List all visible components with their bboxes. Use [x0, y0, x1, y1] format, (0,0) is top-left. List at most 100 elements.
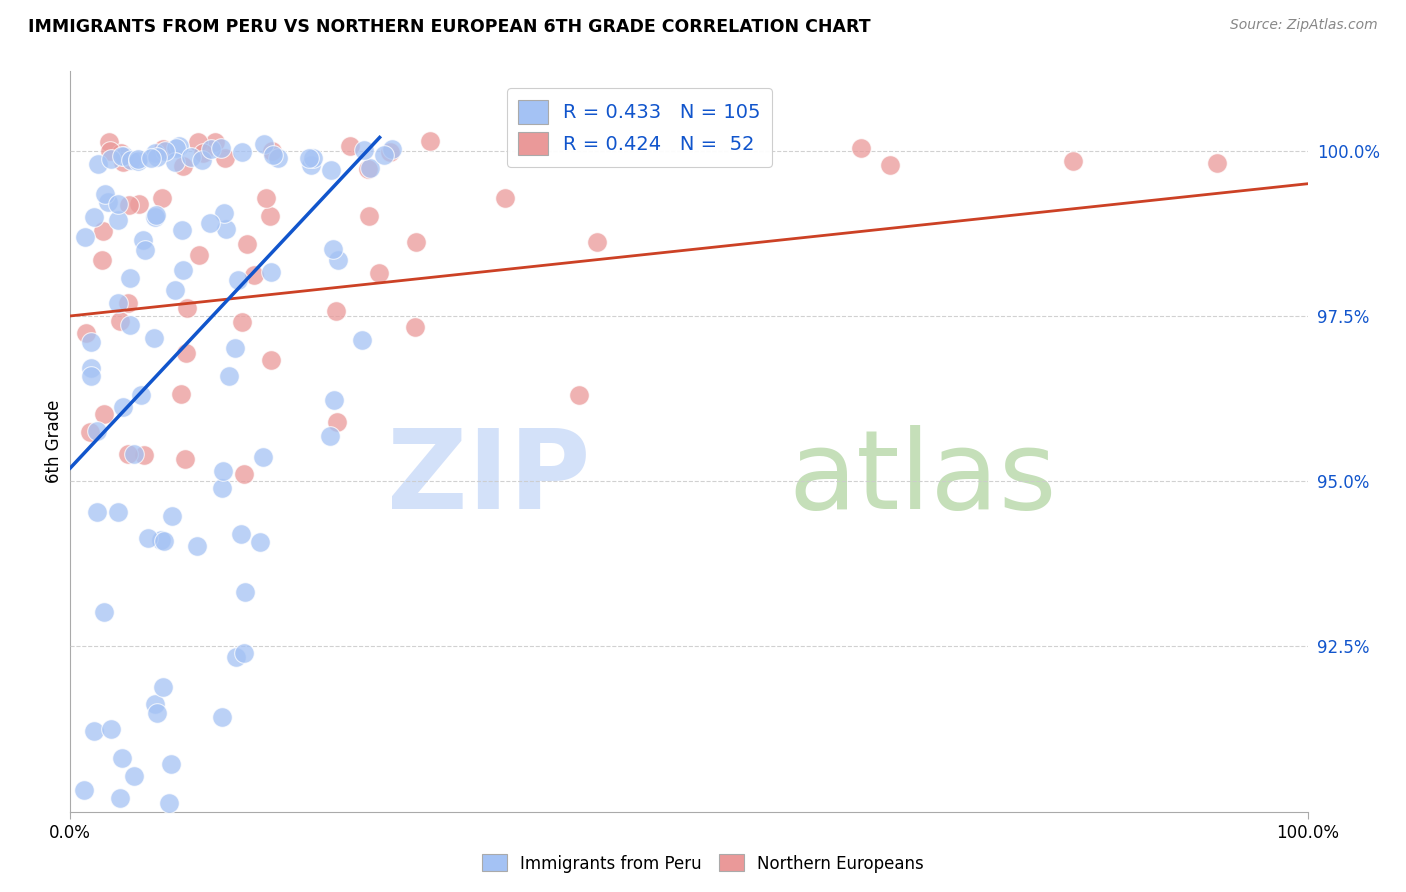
- Point: [111, 149, 134, 163]
- Point: [87, 157, 110, 171]
- Point: [259, 353, 281, 368]
- Point: [267, 151, 290, 165]
- Point: [120, 153, 142, 167]
- Point: [233, 585, 256, 599]
- Point: [172, 263, 194, 277]
- Point: [83, 723, 105, 738]
- Point: [225, 649, 247, 664]
- Point: [224, 341, 246, 355]
- Point: [252, 450, 274, 464]
- Point: [204, 135, 226, 149]
- Text: Source: ZipAtlas.com: Source: ZipAtlas.com: [1230, 18, 1378, 32]
- Point: [153, 533, 176, 548]
- Point: [249, 535, 271, 549]
- Point: [325, 304, 347, 318]
- Point: [260, 265, 283, 279]
- Point: [160, 757, 183, 772]
- Point: [373, 148, 395, 162]
- Point: [112, 149, 135, 163]
- Point: [356, 162, 378, 177]
- Point: [359, 210, 381, 224]
- Point: [214, 151, 236, 165]
- Point: [86, 424, 108, 438]
- Point: [339, 139, 361, 153]
- Point: [404, 320, 426, 334]
- Point: [107, 296, 129, 310]
- Point: [419, 134, 441, 148]
- Point: [107, 213, 129, 227]
- Point: [117, 295, 139, 310]
- Point: [97, 195, 120, 210]
- Point: [163, 283, 186, 297]
- Point: [215, 221, 238, 235]
- Point: [93, 407, 115, 421]
- Point: [228, 272, 250, 286]
- Point: [132, 233, 155, 247]
- Point: [187, 135, 209, 149]
- Point: [100, 723, 122, 737]
- Point: [112, 155, 135, 169]
- Point: [193, 145, 215, 160]
- Point: [134, 243, 156, 257]
- Point: [143, 698, 166, 712]
- Point: [322, 392, 344, 407]
- Point: [160, 508, 183, 523]
- Point: [165, 155, 187, 169]
- Point: [152, 142, 174, 156]
- Point: [170, 386, 193, 401]
- Point: [122, 769, 145, 783]
- Point: [212, 206, 235, 220]
- Point: [127, 153, 149, 167]
- Point: [165, 141, 187, 155]
- Point: [209, 141, 232, 155]
- Point: [319, 163, 342, 178]
- Point: [229, 526, 252, 541]
- Point: [143, 330, 166, 344]
- Point: [98, 136, 121, 150]
- Point: [108, 791, 131, 805]
- Point: [91, 223, 114, 237]
- Point: [405, 235, 427, 250]
- Point: [80, 369, 103, 384]
- Point: [86, 505, 108, 519]
- Point: [132, 448, 155, 462]
- Point: [122, 447, 145, 461]
- Point: [353, 143, 375, 157]
- Point: [368, 266, 391, 280]
- Point: [117, 447, 139, 461]
- Point: [851, 141, 873, 155]
- Point: [146, 150, 169, 164]
- Point: [143, 211, 166, 225]
- Point: [218, 369, 240, 384]
- Point: [176, 301, 198, 316]
- Point: [172, 159, 194, 173]
- Point: [326, 415, 349, 429]
- Point: [298, 151, 321, 165]
- Point: [1062, 154, 1084, 169]
- Point: [157, 796, 180, 810]
- Point: [233, 646, 256, 660]
- Point: [231, 315, 253, 329]
- Point: [259, 209, 281, 223]
- Legend: R = 0.433   N = 105, R = 0.424   N =  52: R = 0.433 N = 105, R = 0.424 N = 52: [506, 88, 772, 167]
- Point: [107, 197, 129, 211]
- Point: [72, 783, 94, 797]
- Point: [322, 242, 344, 256]
- Point: [136, 531, 159, 545]
- Point: [319, 429, 342, 443]
- Point: [112, 400, 135, 414]
- Point: [256, 190, 278, 204]
- Point: [200, 142, 222, 156]
- Point: [118, 271, 141, 285]
- Point: [153, 144, 176, 158]
- Point: [79, 361, 101, 376]
- Text: IMMIGRANTS FROM PERU VS NORTHERN EUROPEAN 6TH GRADE CORRELATION CHART: IMMIGRANTS FROM PERU VS NORTHERN EUROPEA…: [28, 18, 870, 36]
- Point: [252, 136, 274, 151]
- Point: [301, 151, 323, 165]
- Point: [211, 710, 233, 724]
- Point: [93, 186, 115, 201]
- Point: [79, 425, 101, 439]
- Point: [378, 145, 401, 159]
- Point: [73, 230, 96, 244]
- Point: [328, 252, 350, 267]
